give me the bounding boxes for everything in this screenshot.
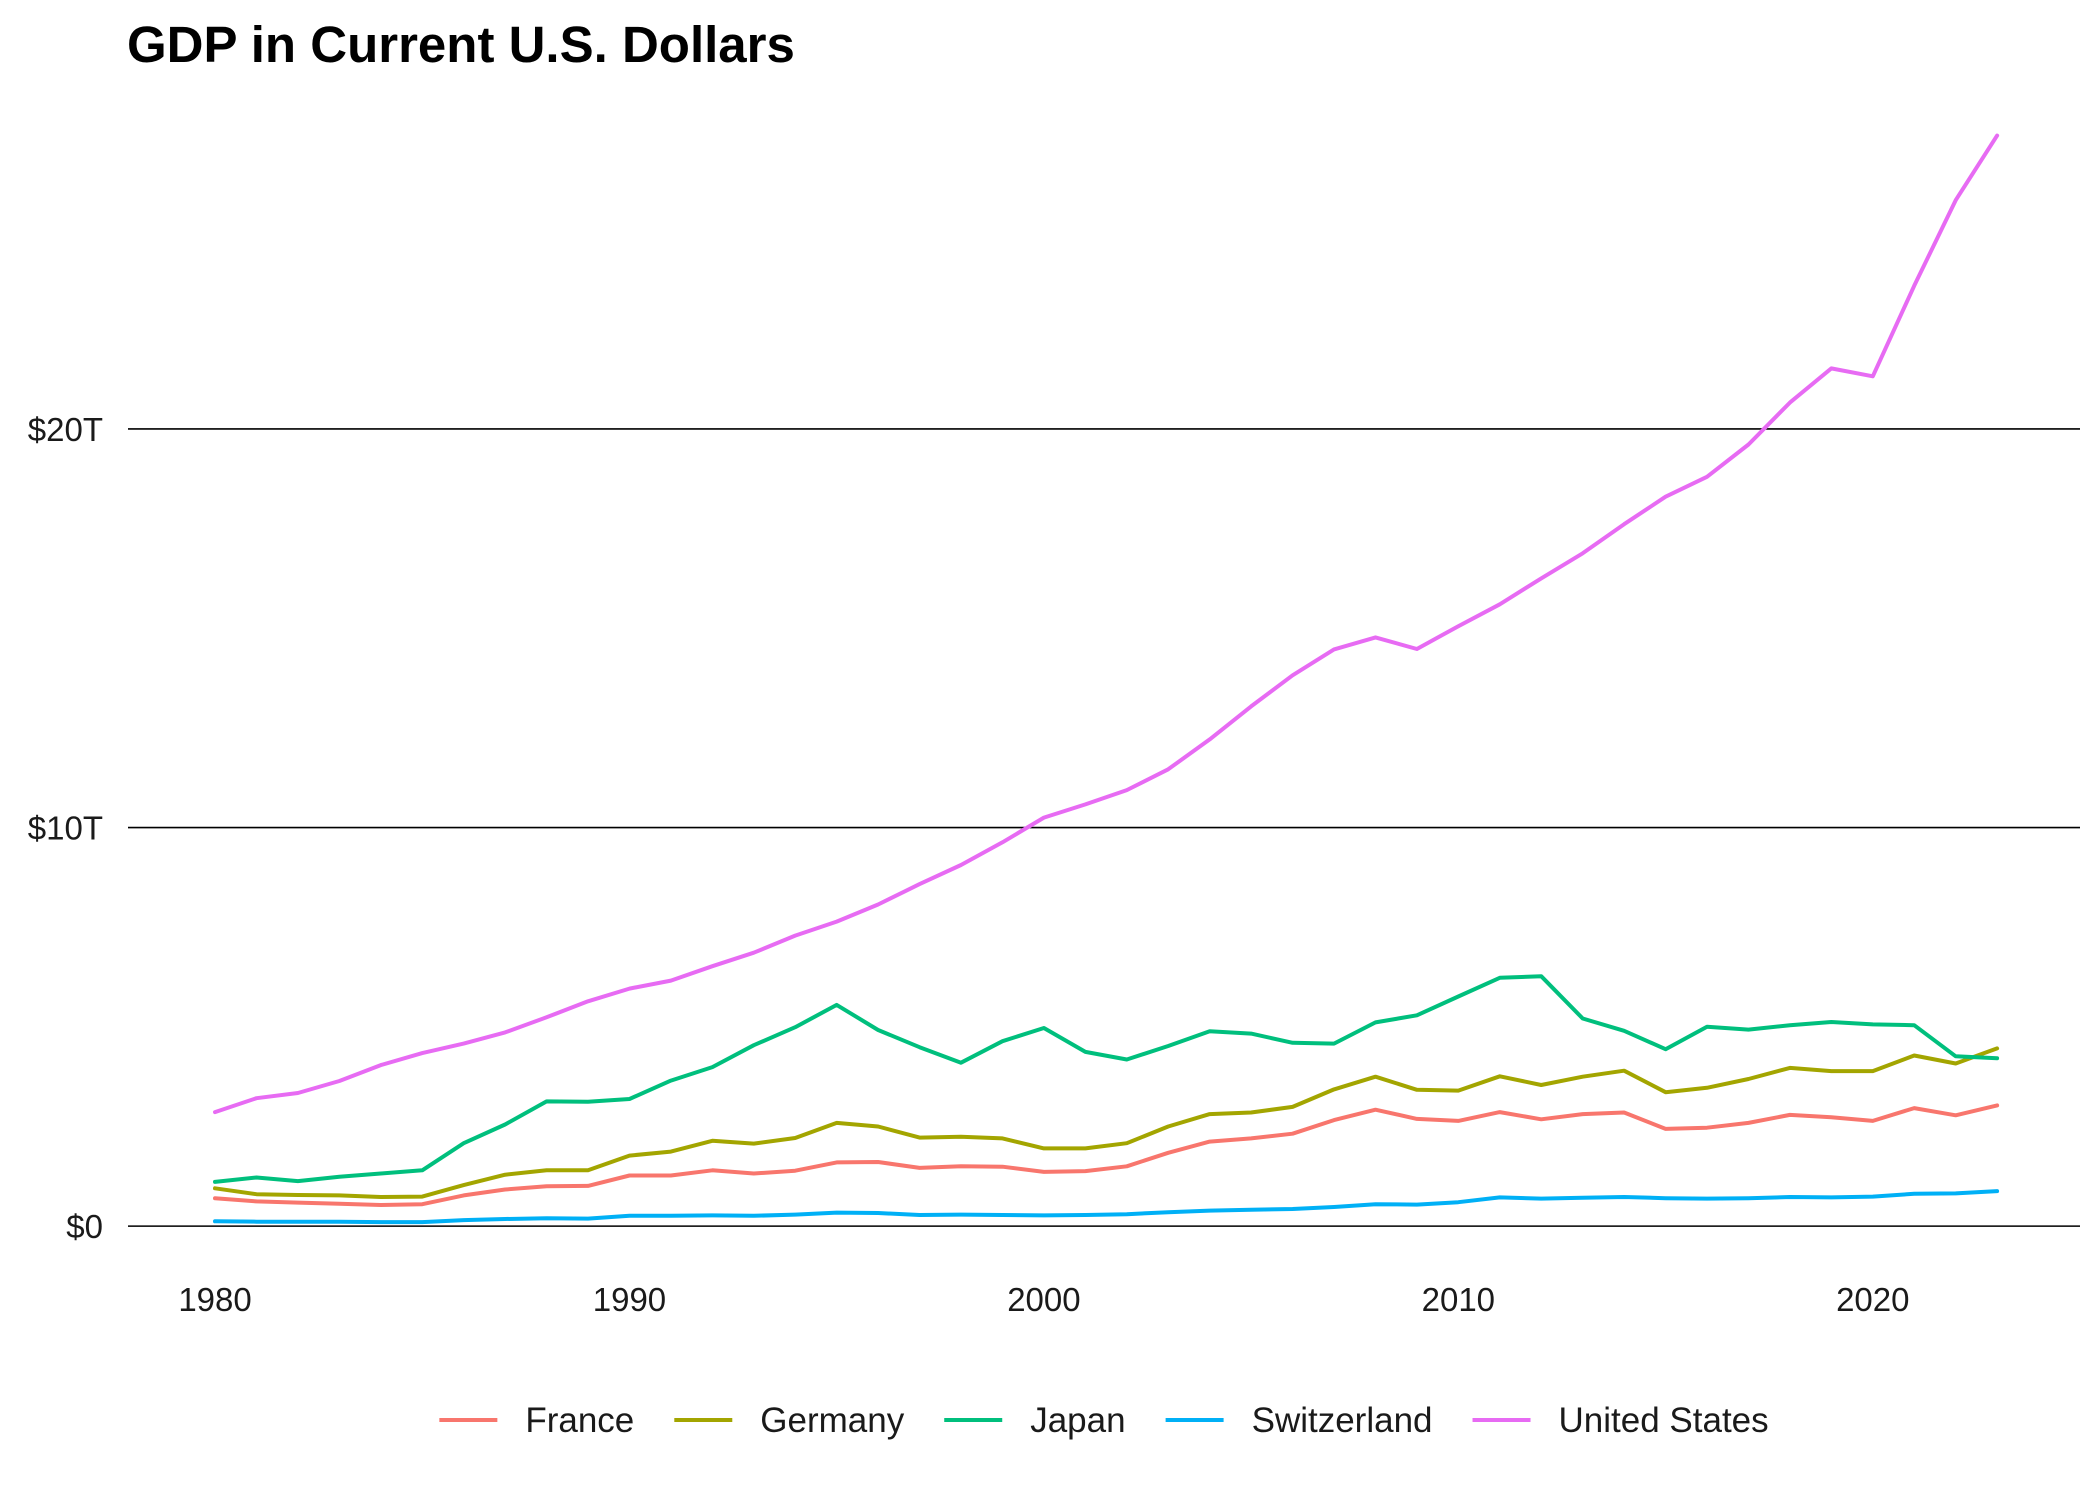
x-tick-label: 1990 (593, 1281, 666, 1318)
series-line-germany (213, 1046, 2000, 1199)
y-tick-label: $0 (66, 1208, 103, 1245)
series-line-united-states (213, 133, 2000, 1115)
x-tick-label: 2010 (1422, 1281, 1495, 1318)
legend: France Germany Japan Switzerland United Stat… (439, 1401, 1769, 1440)
series-line-japan (213, 974, 2000, 1184)
x-tick-label: 2020 (1836, 1281, 1909, 1318)
legend-item-united-states: United States (1472, 1401, 1769, 1440)
y-tick-label: $10T (28, 810, 103, 847)
legend-label: Germany (760, 1401, 904, 1440)
gridlines (128, 428, 2080, 1227)
x-tick-label: 1980 (178, 1281, 251, 1318)
y-axis-tick-labels: $0 $10T $20T (28, 411, 103, 1245)
x-axis-tick-labels: 1980 1990 2000 2010 2020 (178, 1281, 1909, 1318)
legend-item-germany: Germany (674, 1401, 905, 1440)
legend-label: Japan (1030, 1401, 1125, 1440)
series-line-switzerland (213, 1189, 2000, 1225)
chart-title: GDP in Current U.S. Dollars (127, 16, 795, 73)
legend-item-france: France (439, 1401, 634, 1440)
y-tick-label: $20T (28, 411, 103, 448)
x-tick-label: 2000 (1007, 1281, 1080, 1318)
legend-label: France (525, 1401, 634, 1440)
legend-label: Switzerland (1252, 1401, 1433, 1440)
legend-item-japan: Japan (944, 1401, 1126, 1440)
series-line-france (213, 1103, 2000, 1207)
legend-label: United States (1559, 1401, 1769, 1440)
legend-item-switzerland: Switzerland (1165, 1401, 1433, 1440)
series-lines (213, 133, 2000, 1225)
